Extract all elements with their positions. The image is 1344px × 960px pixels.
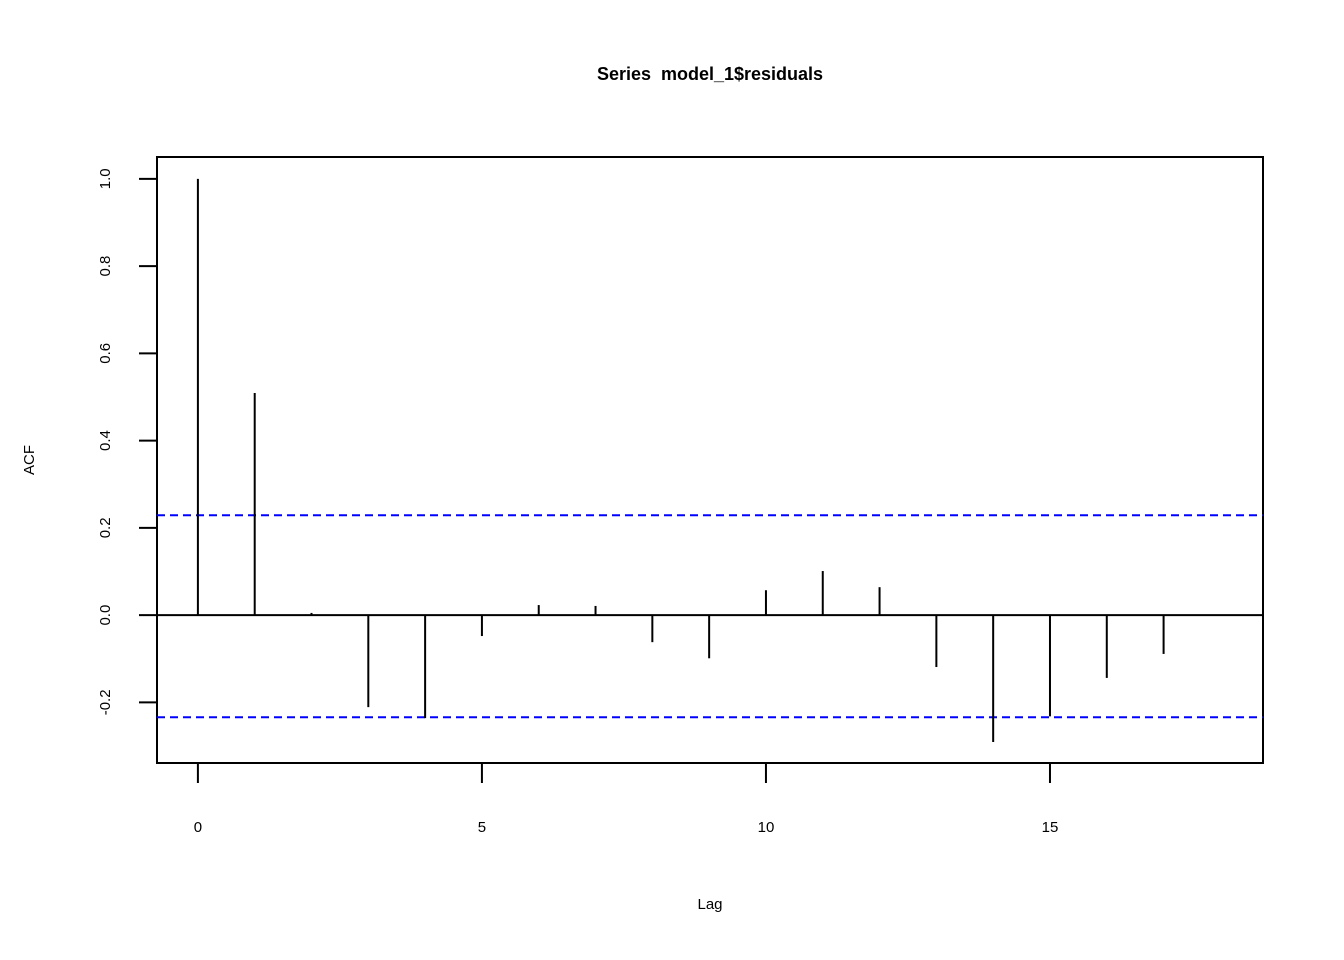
plot-frame xyxy=(156,156,1264,764)
x-tick-label: 0 xyxy=(194,819,202,836)
y-tick-label: -0.2 xyxy=(97,689,114,715)
x-tick-label: 10 xyxy=(758,819,775,836)
y-tick-label: 0.4 xyxy=(97,430,114,451)
x-axis-label: Lag xyxy=(697,896,722,913)
y-tick-label: 0.8 xyxy=(97,256,114,277)
y-tick-label: 0.6 xyxy=(97,343,114,364)
y-tick-label: 0.0 xyxy=(97,605,114,626)
y-tick-label: 1.0 xyxy=(97,168,114,189)
chart-title: Series model_1$residuals xyxy=(597,64,823,84)
y-tick-label: 0.2 xyxy=(97,517,114,538)
x-tick-label: 5 xyxy=(478,819,486,836)
x-tick-label: 15 xyxy=(1042,819,1059,836)
y-axis-label: ACF xyxy=(21,445,38,475)
